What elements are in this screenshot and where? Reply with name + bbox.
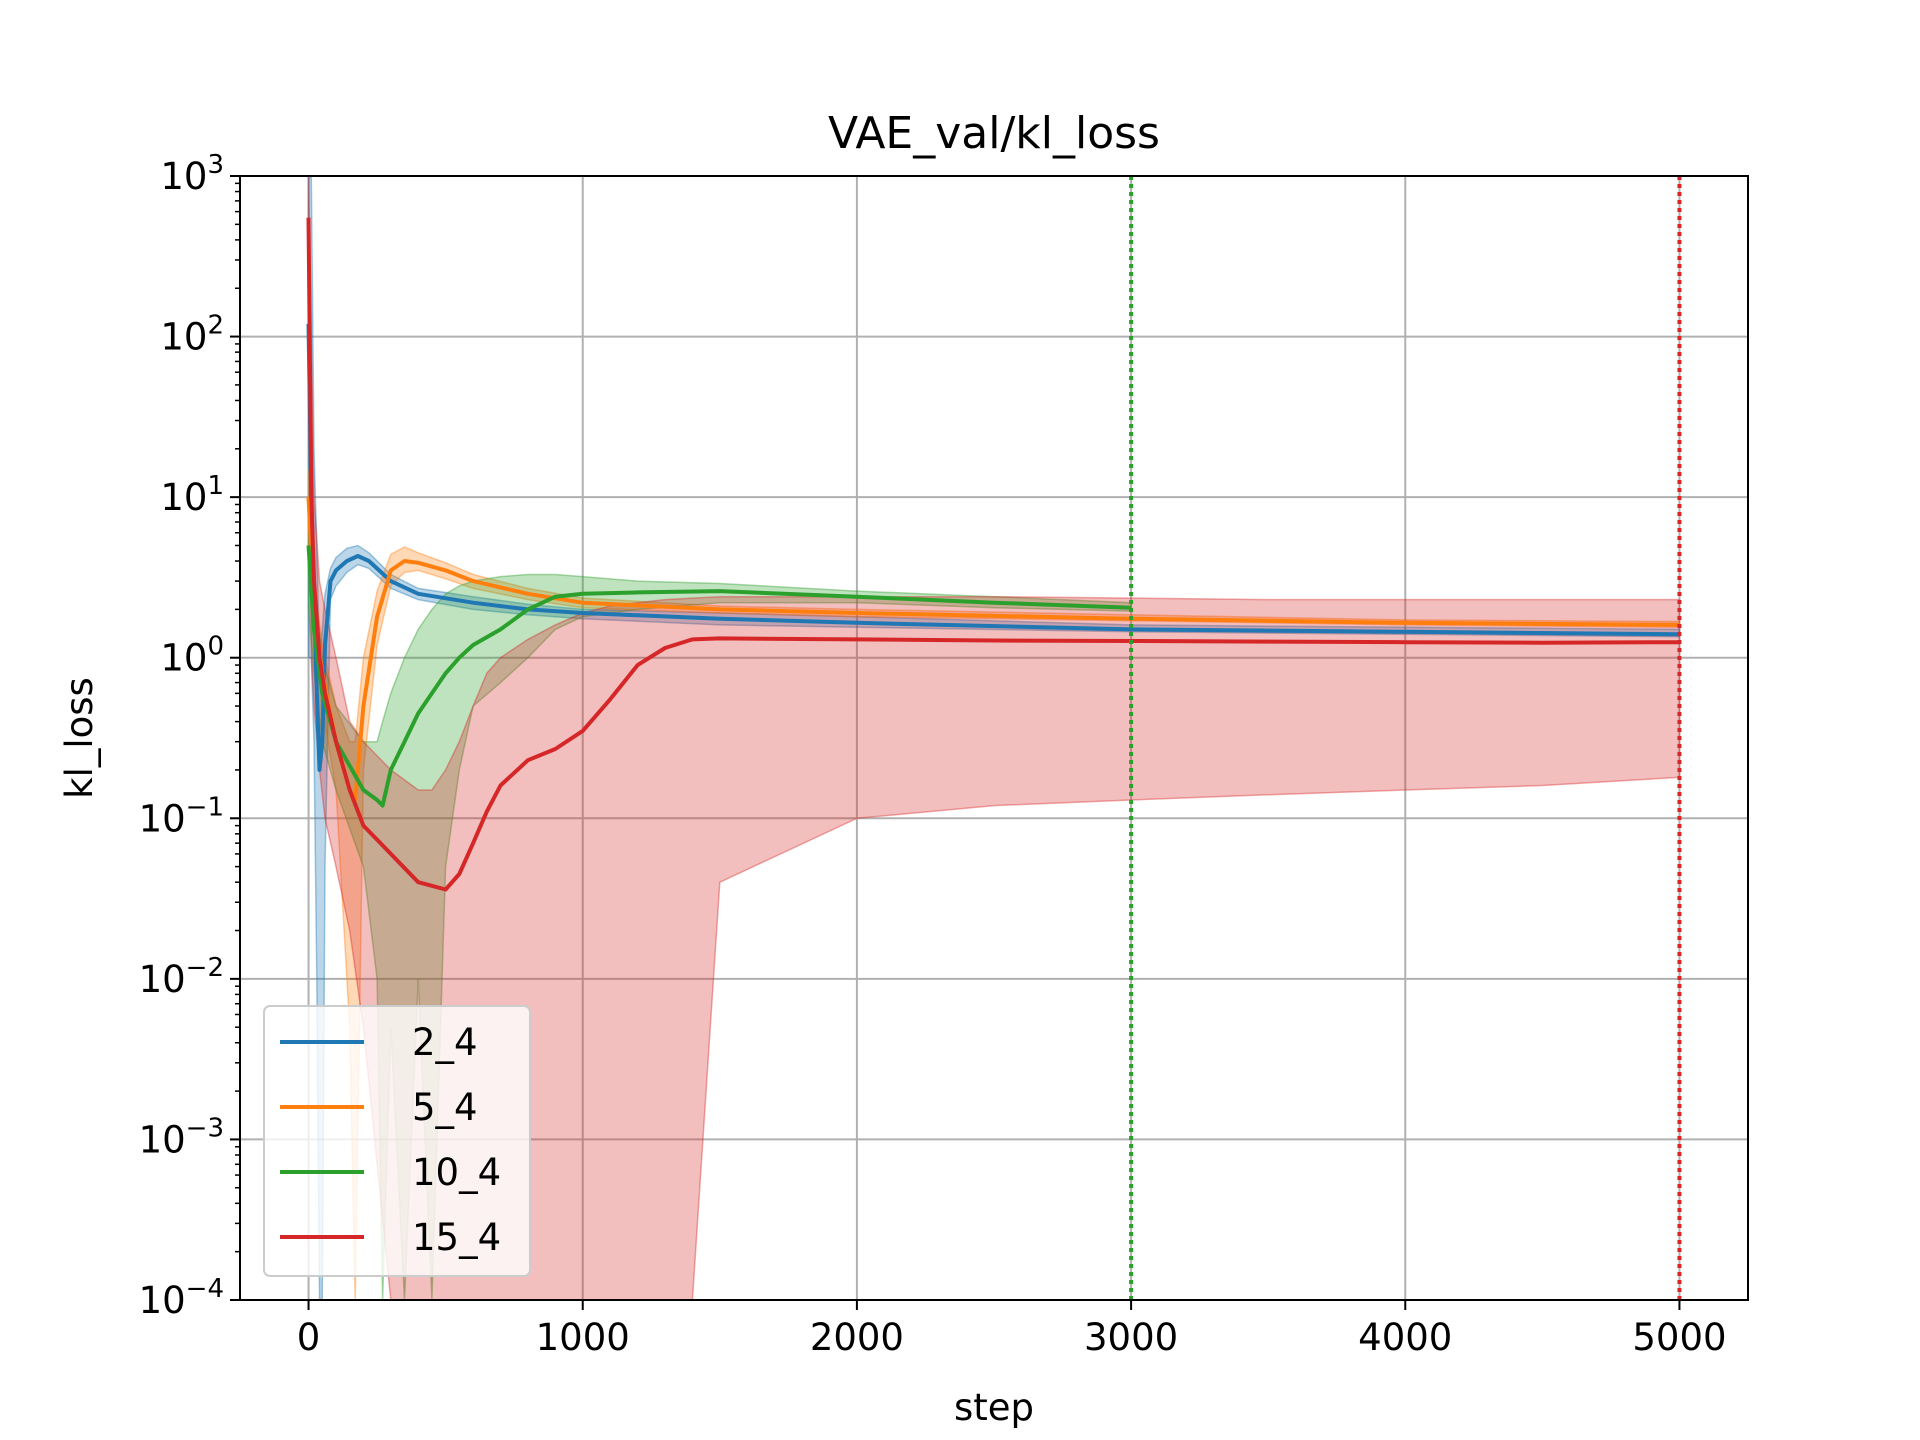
y-axis-ticks: 103 102 101 100 10−1 10−2 10−3 10−4 (139, 150, 240, 1322)
x-axis-label: step (954, 1386, 1034, 1429)
y-tick-label: 10−4 (139, 1274, 224, 1322)
x-axis-ticks: 0 1000 2000 3000 4000 5000 (297, 1300, 1727, 1359)
y-tick-label: 101 (160, 471, 224, 519)
y-tick-label: 10−2 (139, 953, 224, 1001)
x-tick-label: 4000 (1358, 1316, 1452, 1359)
y-axis-label: kl_loss (58, 677, 101, 799)
line-2_4 (306, 323, 1680, 772)
y-tick-label: 100 (160, 632, 224, 680)
legend-label-15_4: 15_4 (412, 1216, 501, 1259)
legend-label-5_4: 5_4 (412, 1086, 478, 1129)
y-tick-label: 103 (160, 150, 224, 198)
series-lines (306, 217, 1680, 892)
chart-title: VAE_val/kl_loss (828, 108, 1160, 159)
legend-label-10_4: 10_4 (412, 1151, 501, 1194)
y-tick-label: 10−3 (139, 1113, 224, 1161)
x-tick-label: 3000 (1084, 1316, 1178, 1359)
x-tick-label: 0 (297, 1316, 321, 1359)
plot-frame (239, 175, 1749, 1301)
x-tick-label: 5000 (1632, 1316, 1726, 1359)
reference-lines (1129, 176, 1682, 1300)
line-15_4 (306, 217, 1680, 892)
line-10_4 (306, 545, 1132, 808)
legend-frame (263, 1005, 531, 1277)
legend-label-2_4: 2_4 (412, 1021, 478, 1064)
legend: 2_4 5_4 10_4 15_4 (263, 1005, 531, 1277)
y-tick-label: 10−1 (139, 792, 224, 840)
band-2_4 (307, 176, 1681, 1300)
x-tick-label: 2000 (810, 1316, 904, 1359)
x-tick-label: 1000 (536, 1316, 630, 1359)
y-tick-label: 102 (160, 311, 224, 359)
